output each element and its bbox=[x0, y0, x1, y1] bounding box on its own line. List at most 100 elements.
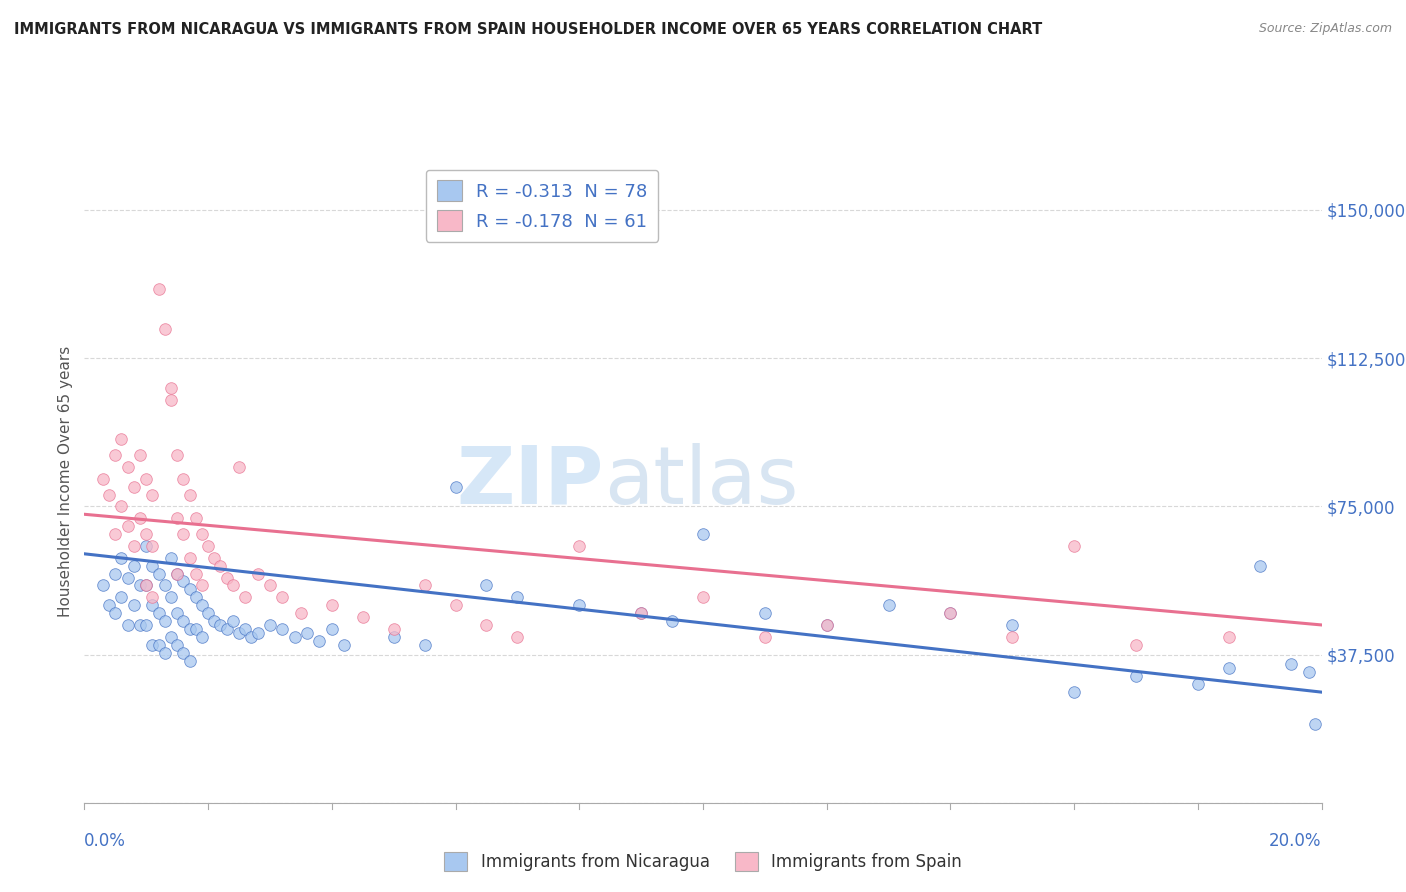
Point bbox=[228, 459, 250, 474]
Point bbox=[1305, 716, 1327, 731]
Point bbox=[110, 432, 132, 446]
Point bbox=[475, 618, 498, 632]
Point bbox=[122, 539, 145, 553]
Point bbox=[506, 591, 529, 605]
Point bbox=[141, 638, 163, 652]
Point bbox=[179, 550, 201, 565]
Point bbox=[444, 480, 467, 494]
Point bbox=[308, 633, 330, 648]
Point bbox=[228, 625, 250, 640]
Point bbox=[141, 539, 163, 553]
Point bbox=[202, 550, 225, 565]
Point bbox=[271, 622, 294, 636]
Point bbox=[166, 566, 188, 581]
Legend: Immigrants from Nicaragua, Immigrants from Spain: Immigrants from Nicaragua, Immigrants fr… bbox=[437, 846, 969, 878]
Point bbox=[222, 614, 245, 628]
Point bbox=[333, 638, 356, 652]
Y-axis label: Householder Income Over 65 years: Householder Income Over 65 years bbox=[58, 346, 73, 617]
Point bbox=[135, 527, 157, 541]
Point bbox=[160, 630, 183, 644]
Point bbox=[382, 630, 405, 644]
Point bbox=[179, 622, 201, 636]
Point bbox=[117, 618, 139, 632]
Point bbox=[148, 606, 170, 620]
Point bbox=[184, 566, 207, 581]
Point bbox=[692, 527, 714, 541]
Point bbox=[117, 459, 139, 474]
Point bbox=[295, 625, 318, 640]
Point bbox=[172, 614, 194, 628]
Point bbox=[413, 578, 436, 592]
Point bbox=[1279, 657, 1302, 672]
Point bbox=[321, 598, 343, 612]
Point bbox=[117, 570, 139, 584]
Point bbox=[290, 606, 312, 620]
Point bbox=[172, 472, 194, 486]
Point bbox=[877, 598, 900, 612]
Point bbox=[202, 614, 225, 628]
Point bbox=[110, 500, 132, 514]
Point bbox=[222, 578, 245, 592]
Point bbox=[104, 606, 127, 620]
Point bbox=[98, 598, 121, 612]
Point bbox=[191, 578, 214, 592]
Point bbox=[1063, 539, 1085, 553]
Point bbox=[166, 566, 188, 581]
Point bbox=[166, 606, 188, 620]
Point bbox=[191, 630, 214, 644]
Point bbox=[135, 539, 157, 553]
Text: IMMIGRANTS FROM NICARAGUA VS IMMIGRANTS FROM SPAIN HOUSEHOLDER INCOME OVER 65 YE: IMMIGRANTS FROM NICARAGUA VS IMMIGRANTS … bbox=[14, 22, 1042, 37]
Text: Source: ZipAtlas.com: Source: ZipAtlas.com bbox=[1258, 22, 1392, 36]
Point bbox=[179, 653, 201, 667]
Text: ZIP: ZIP bbox=[457, 442, 605, 521]
Point bbox=[104, 448, 127, 462]
Point bbox=[179, 487, 201, 501]
Point bbox=[413, 638, 436, 652]
Point bbox=[475, 578, 498, 592]
Point bbox=[209, 618, 232, 632]
Point bbox=[630, 606, 652, 620]
Point bbox=[506, 630, 529, 644]
Point bbox=[129, 448, 152, 462]
Point bbox=[153, 646, 176, 660]
Text: atlas: atlas bbox=[605, 442, 799, 521]
Point bbox=[191, 598, 214, 612]
Point bbox=[321, 622, 343, 636]
Point bbox=[1125, 638, 1147, 652]
Point bbox=[1001, 618, 1024, 632]
Point bbox=[104, 527, 127, 541]
Point bbox=[160, 381, 183, 395]
Point bbox=[233, 591, 256, 605]
Point bbox=[233, 622, 256, 636]
Point bbox=[184, 511, 207, 525]
Point bbox=[240, 630, 263, 644]
Point bbox=[98, 487, 121, 501]
Point bbox=[91, 472, 114, 486]
Point bbox=[259, 578, 281, 592]
Point bbox=[246, 566, 269, 581]
Point bbox=[209, 558, 232, 573]
Point bbox=[215, 570, 238, 584]
Point bbox=[148, 282, 170, 296]
Point bbox=[271, 591, 294, 605]
Point bbox=[117, 519, 139, 533]
Point bbox=[754, 606, 776, 620]
Point bbox=[166, 448, 188, 462]
Point bbox=[129, 618, 152, 632]
Point bbox=[197, 606, 219, 620]
Point bbox=[153, 321, 176, 335]
Point bbox=[1218, 630, 1240, 644]
Point bbox=[166, 638, 188, 652]
Point bbox=[160, 550, 183, 565]
Point bbox=[166, 511, 188, 525]
Point bbox=[160, 591, 183, 605]
Point bbox=[1298, 665, 1320, 680]
Point bbox=[568, 598, 591, 612]
Point bbox=[754, 630, 776, 644]
Point bbox=[815, 618, 838, 632]
Point bbox=[1218, 661, 1240, 675]
Point bbox=[284, 630, 307, 644]
Point bbox=[1063, 685, 1085, 699]
Point bbox=[939, 606, 962, 620]
Point bbox=[110, 550, 132, 565]
